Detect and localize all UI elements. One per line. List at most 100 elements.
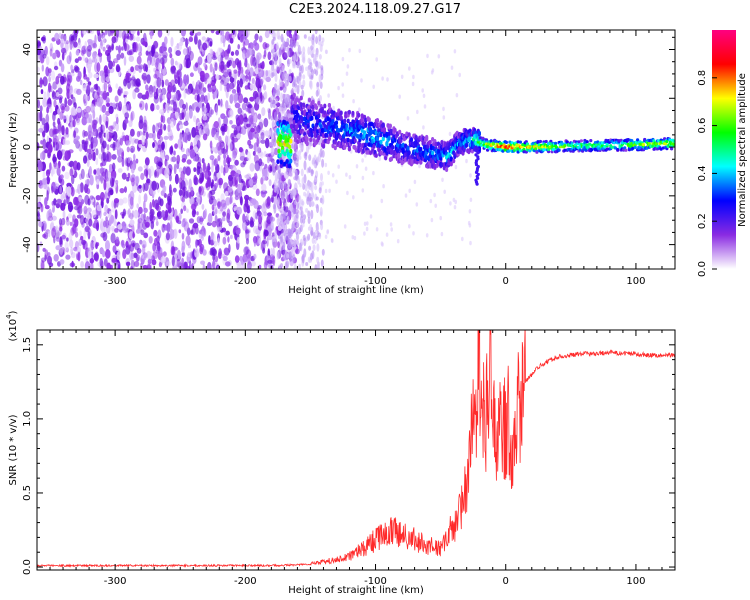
signal-ridge-cell [375,118,380,123]
noise-speckle [66,88,71,100]
noise-speckle [307,216,311,225]
noise-speckle [207,76,212,85]
noise-speckle [283,112,287,117]
noise-speckle [299,183,302,188]
signal-ridge-cell [303,109,307,115]
noise-speckle [287,101,291,109]
noise-speckle [53,198,57,206]
signal-ridge-cell [538,139,543,144]
noise-speckle [94,34,97,45]
noise-speckle [145,90,150,100]
noise-speckle [149,201,152,212]
noise-speckle [389,222,393,227]
noise-speckle [300,215,303,224]
noise-speckle [95,195,101,201]
noise-speckle [48,76,51,83]
noise-speckle [346,190,349,196]
noise-speckle [143,164,149,169]
noise-speckle [185,112,190,121]
noise-speckle [193,138,197,146]
noise-speckle [95,157,99,166]
noise-speckle [242,213,246,223]
noise-speckle [73,109,77,116]
noise-speckle [269,166,273,172]
noise-speckle [94,58,98,64]
signal-ridge-cell [481,136,485,140]
noise-speckle [277,215,281,222]
noise-speckle [38,221,43,228]
signal-ridge-cell [388,123,392,129]
noise-speckle [156,241,161,252]
noise-speckle [161,223,166,233]
noise-speckle [219,34,223,45]
noise-speckle [188,218,195,224]
noise-speckle [151,180,157,191]
noise-speckle [213,158,218,167]
noise-speckle [42,53,47,59]
noise-speckle [315,36,319,45]
noise-speckle [422,93,426,99]
noise-speckle [400,74,404,80]
signal-ridge-cell [382,127,387,132]
y-tick-label: 0 [22,144,33,150]
noise-speckle [81,239,86,246]
noise-speckle [102,250,106,258]
noise-speckle [236,262,243,269]
signal-ridge-cell [333,139,337,145]
noise-speckle [96,97,102,107]
noise-speckle [163,124,167,131]
noise-speckle [106,144,110,151]
noise-speckle [179,37,184,44]
noise-speckle [119,137,124,146]
signal-ridge-cell [296,112,300,118]
noise-speckle [170,157,174,162]
noise-speckle [129,80,135,89]
noise-speckle [157,245,161,252]
noise-speckle [98,153,103,160]
x-tick-label: 100 [626,276,645,287]
noise-speckle [70,186,75,197]
noise-speckle [161,45,165,53]
noise-speckle [69,85,73,94]
noise-speckle [326,229,330,234]
noise-speckle [238,147,243,153]
noise-speckle [178,124,184,130]
noise-speckle [251,198,257,205]
noise-speckle [95,242,98,250]
noise-speckle [178,142,182,151]
noise-speckle [84,145,88,153]
noise-speckle [319,148,323,158]
noise-speckle [309,66,313,73]
noise-speckle [189,230,193,235]
noise-speckle [316,156,320,161]
noise-speckle [238,30,244,35]
noise-speckle [174,173,179,185]
noise-speckle [138,51,143,57]
noise-speckle [423,104,427,109]
noise-speckle [296,220,300,228]
noise-speckle [156,205,161,212]
noise-speckle [437,54,441,59]
noise-speckle [469,240,472,246]
noise-speckle [74,58,79,64]
signal-ridge-cell [617,139,621,143]
noise-speckle [106,262,111,269]
noise-speckle [188,46,192,56]
noise-speckle [164,140,168,151]
noise-speckle [219,82,223,92]
noise-speckle [83,73,88,80]
signal-ridge-cell [286,137,290,143]
signal-ridge-cell [283,120,287,125]
noise-speckle [173,92,178,102]
noise-speckle [288,58,292,64]
signal-ridge-cell [605,142,609,146]
noise-speckle [61,52,65,61]
noise-speckle [157,86,161,97]
noise-speckle [195,32,198,37]
noise-speckle [291,221,295,231]
noise-speckle [103,81,108,92]
signal-ridge-cell [389,156,394,162]
signal-ridge-cell [316,129,320,134]
noise-speckle [284,189,288,197]
noise-speckle [213,182,218,189]
